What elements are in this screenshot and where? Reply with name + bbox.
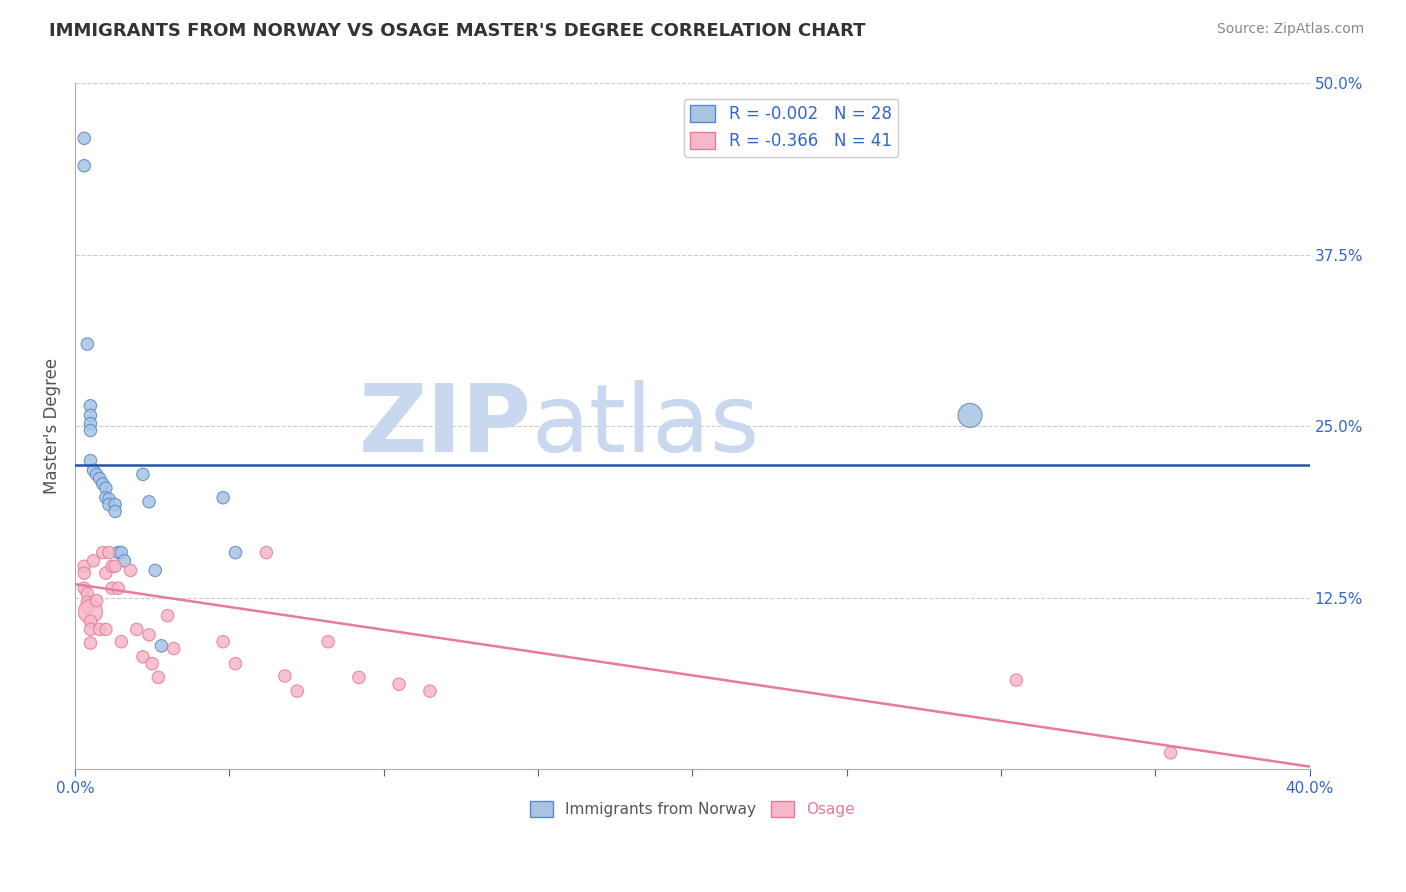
Point: [79, 614, 101, 628]
Point: [104, 504, 127, 518]
Point: [110, 545, 132, 559]
Point: [76, 595, 98, 609]
Point: [91, 477, 114, 491]
Point: [285, 684, 308, 698]
Point: [101, 581, 124, 595]
Point: [110, 634, 132, 648]
Point: [274, 669, 297, 683]
Point: [94, 491, 117, 505]
Point: [959, 409, 981, 423]
Point: [125, 623, 148, 637]
Point: [89, 471, 111, 485]
Point: [138, 495, 160, 509]
Point: [143, 563, 166, 577]
Point: [79, 417, 101, 431]
Text: atlas: atlas: [531, 380, 761, 473]
Point: [1005, 673, 1028, 687]
Point: [73, 559, 96, 574]
Point: [163, 641, 186, 656]
Point: [97, 545, 120, 559]
Point: [419, 684, 441, 698]
Point: [83, 463, 105, 477]
Point: [79, 605, 101, 619]
Point: [91, 545, 114, 559]
Point: [94, 623, 117, 637]
Point: [224, 545, 246, 559]
Point: [73, 566, 96, 581]
Point: [94, 566, 117, 581]
Text: Source: ZipAtlas.com: Source: ZipAtlas.com: [1216, 22, 1364, 37]
Point: [94, 481, 117, 495]
Point: [79, 424, 101, 438]
Point: [107, 545, 129, 559]
Point: [79, 399, 101, 413]
Point: [97, 498, 120, 512]
Point: [101, 559, 124, 574]
Point: [388, 677, 411, 691]
Point: [347, 670, 370, 684]
Point: [79, 636, 101, 650]
Point: [97, 491, 120, 506]
Point: [132, 649, 155, 664]
Point: [212, 634, 235, 648]
Point: [104, 498, 127, 512]
Text: ZIP: ZIP: [359, 380, 531, 473]
Point: [73, 131, 96, 145]
Point: [107, 581, 129, 595]
Text: IMMIGRANTS FROM NORWAY VS OSAGE MASTER'S DEGREE CORRELATION CHART: IMMIGRANTS FROM NORWAY VS OSAGE MASTER'S…: [49, 22, 866, 40]
Point: [132, 467, 155, 482]
Point: [141, 657, 163, 671]
Point: [76, 600, 98, 615]
Point: [120, 563, 142, 577]
Point: [150, 639, 173, 653]
Point: [156, 608, 179, 623]
Point: [148, 670, 170, 684]
Point: [73, 159, 96, 173]
Legend: Immigrants from Norway, Osage: Immigrants from Norway, Osage: [523, 795, 860, 823]
Point: [224, 657, 246, 671]
Point: [79, 623, 101, 637]
Point: [254, 545, 277, 559]
Point: [83, 554, 105, 568]
Point: [76, 587, 98, 601]
Point: [1160, 746, 1182, 760]
Point: [138, 628, 160, 642]
Point: [79, 409, 101, 423]
Point: [86, 593, 108, 607]
Point: [316, 634, 339, 648]
Point: [79, 453, 101, 467]
Point: [86, 467, 108, 482]
Point: [104, 559, 127, 574]
Point: [73, 581, 96, 595]
Point: [212, 491, 235, 505]
Point: [89, 623, 111, 637]
Point: [112, 554, 135, 568]
Point: [76, 337, 98, 351]
Y-axis label: Master's Degree: Master's Degree: [44, 359, 60, 494]
